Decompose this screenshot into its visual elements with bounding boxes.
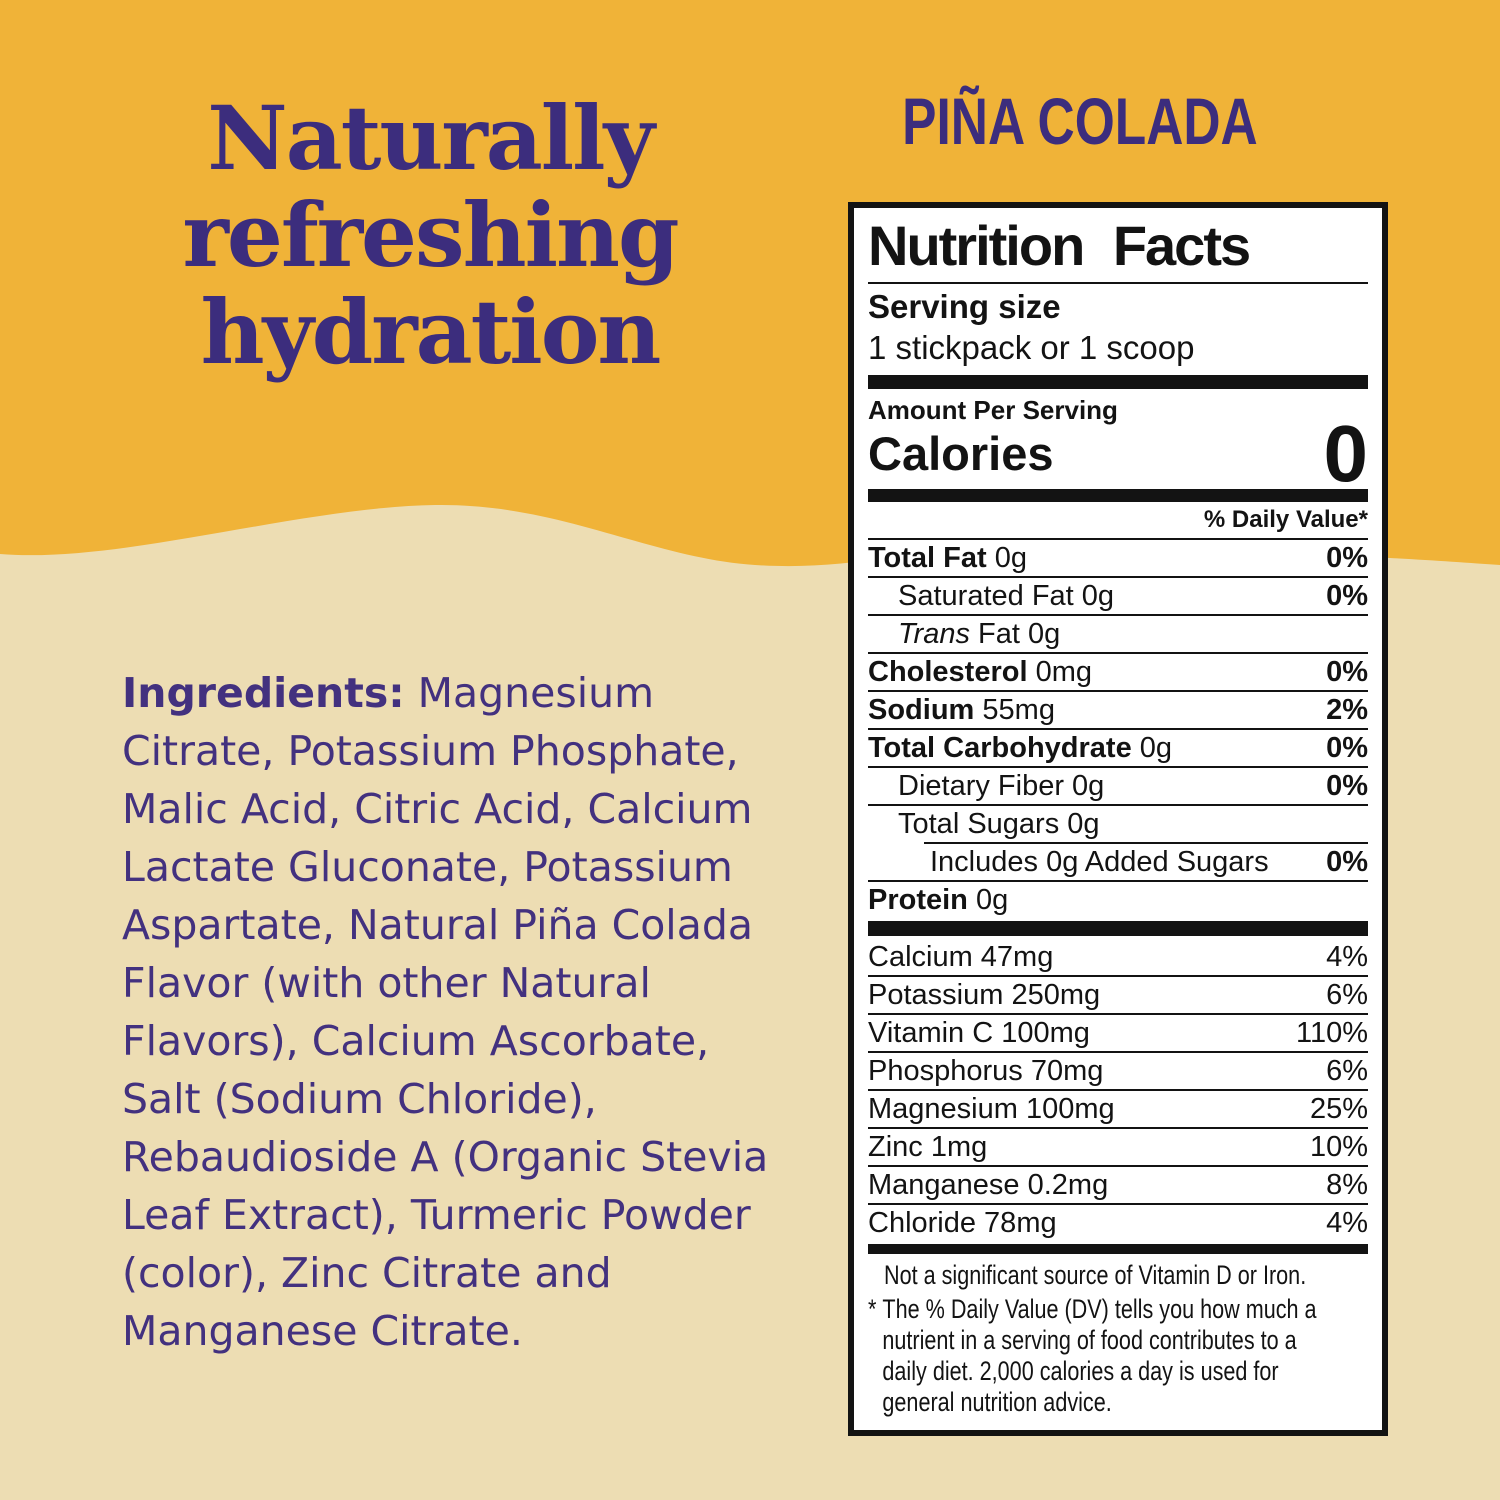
nutrient-daily-value: 10% [1309,1131,1368,1163]
thick-separator-bar [868,489,1368,502]
mineral-rows: Calcium 47mg 4% Potassium 250mg 6% Vitamin C… [868,939,1368,1241]
nutrient-daily-value: 8% [1326,1169,1368,1201]
nutrient-name: Potassium 250mg [868,979,1101,1011]
nutrient-name: Sodium 55mg [868,694,1055,726]
nutrient-name: Zinc 1mg [868,1131,988,1163]
separator-rule [868,975,1368,977]
nutrient-daily-value: 0% [1326,580,1368,612]
thick-separator-bar [868,375,1368,389]
nutrient-name: Calcium 47mg [868,941,1054,973]
separator-rule [868,728,1368,730]
nutrient-name: Total Sugars 0g [898,808,1100,840]
nutrient-daily-value: 0% [1326,846,1368,878]
nutrient-daily-value: 0% [1326,656,1368,688]
serving-size-value: 1 stickpack or 1 scoop [868,329,1195,366]
separator-rule [924,842,1368,844]
calories-row: Calories 0 [868,409,1369,498]
calories-label: Calories [868,427,1054,480]
thick-separator-bar [868,921,1368,936]
calories-value: 0 [1323,409,1369,498]
separator-rule [868,1203,1368,1205]
nutrient-row: Calcium 47mg 4% [868,939,1368,975]
nutrient-name: Chloride 78mg [868,1207,1057,1239]
separator-rule [868,576,1368,578]
ingredients-label: Ingredients: [122,669,405,717]
daily-value-footnote: * The % Daily Value (DV) tells you how m… [868,1294,1368,1418]
nutrient-name: Phosphorus 70mg [868,1055,1104,1087]
nutrition-title: Nutrition Facts [868,214,1251,277]
nutrient-name: Manganese 0.2mg [868,1169,1109,1201]
separator-rule [868,1165,1368,1167]
nutrient-daily-value: 6% [1326,1055,1368,1087]
nutrient-name: Saturated Fat 0g [898,580,1115,612]
serving-size-label: Serving size [868,288,1061,325]
nutrient-row: Saturated Fat 0g 0% [868,578,1368,614]
nutrient-row: Total Sugars 0g [868,806,1368,842]
separator-rule [868,652,1368,654]
thick-separator-bar [868,1244,1368,1254]
insignificant-source-note: Not a significant source of Vitamin D or… [884,1260,1307,1290]
flavor-title-text: PIÑA COLADA [902,84,1258,158]
separator-rule [868,766,1368,768]
nutrient-row: Manganese 0.2mg 8% [868,1167,1368,1203]
nutrient-name: Trans Fat 0g [898,618,1061,650]
amount-per-serving-label: Amount Per Serving [868,395,1118,425]
nutrient-daily-value: 4% [1326,941,1368,973]
nutrient-row: Sodium 55mg 2% [868,692,1368,728]
nutrient-daily-value: 4% [1326,1207,1368,1239]
nutrient-name: Cholesterol 0mg [868,656,1093,688]
nutrient-row: Dietary Fiber 0g 0% [868,768,1368,804]
nutrient-row: Cholesterol 0mg 0% [868,654,1368,690]
nutrient-rows: Total Fat 0g 0% Saturated Fat 0g 0% Trans Fa… [868,540,1368,918]
ingredients-text: Ingredients: Magnesium Citrate, Potassiu… [122,664,862,1360]
separator-rule [868,282,1368,284]
nutrient-row: Chloride 78mg 4% [868,1205,1368,1241]
nutrient-daily-value: 0% [1326,542,1368,574]
nutrient-daily-value: 0% [1326,770,1368,802]
nutrient-daily-value: 6% [1326,979,1368,1011]
separator-rule [868,1051,1368,1053]
footnote-text: The % Daily Value (DV) tells you how muc… [882,1294,1317,1417]
nutrient-row: Magnesium 100mg 25% [868,1091,1368,1127]
separator-rule [868,1127,1368,1129]
nutrient-row: Phosphorus 70mg 6% [868,1053,1368,1089]
nutrient-row: Total Carbohydrate 0g 0% [868,730,1368,766]
nutrient-row: Zinc 1mg 10% [868,1129,1368,1165]
nutrient-row: Trans Fat 0g [868,616,1368,652]
separator-rule [868,880,1368,882]
nutrition-facts-panel: Nutrition Facts Serving size 1 stickpack… [848,202,1388,1436]
nutrient-row: Vitamin C 100mg 110% [868,1015,1368,1051]
separator-rule [868,690,1368,692]
nutrient-name: Protein 0g [868,884,1009,916]
nutrient-daily-value: 0% [1326,732,1368,764]
separator-rule [868,614,1368,616]
separator-rule [868,1089,1368,1091]
nutrient-row: Total Fat 0g 0% [868,540,1368,576]
nutrient-daily-value: 110% [1295,1017,1368,1049]
nutrient-row: Potassium 250mg 6% [868,977,1368,1013]
nutrient-daily-value: 25% [1309,1093,1368,1125]
nutrient-name: Magnesium 100mg [868,1093,1115,1125]
nutrient-name: Total Fat 0g [868,542,1028,574]
nutrient-name: Includes 0g Added Sugars [930,846,1269,878]
separator-rule [868,804,1368,806]
separator-rule [868,1013,1368,1015]
nutrient-row: Includes 0g Added Sugars 0% [868,844,1368,880]
nutrient-row: Protein 0g [868,882,1368,918]
daily-value-header: % Daily Value* [868,502,1368,540]
hero-heading: Naturally refreshing hydration [182,86,679,384]
nutrient-name: Total Carbohydrate 0g [868,732,1173,764]
nutrient-daily-value: 2% [1326,694,1368,726]
nutrient-name: Vitamin C 100mg [868,1017,1090,1049]
footnote-asterisk: * [868,1294,877,1324]
flavor-title: PIÑA COLADA [790,86,1370,156]
ingredients-body: Magnesium Citrate, Potassium Phosphate, … [122,669,769,1355]
nutrient-name: Dietary Fiber 0g [898,770,1105,802]
